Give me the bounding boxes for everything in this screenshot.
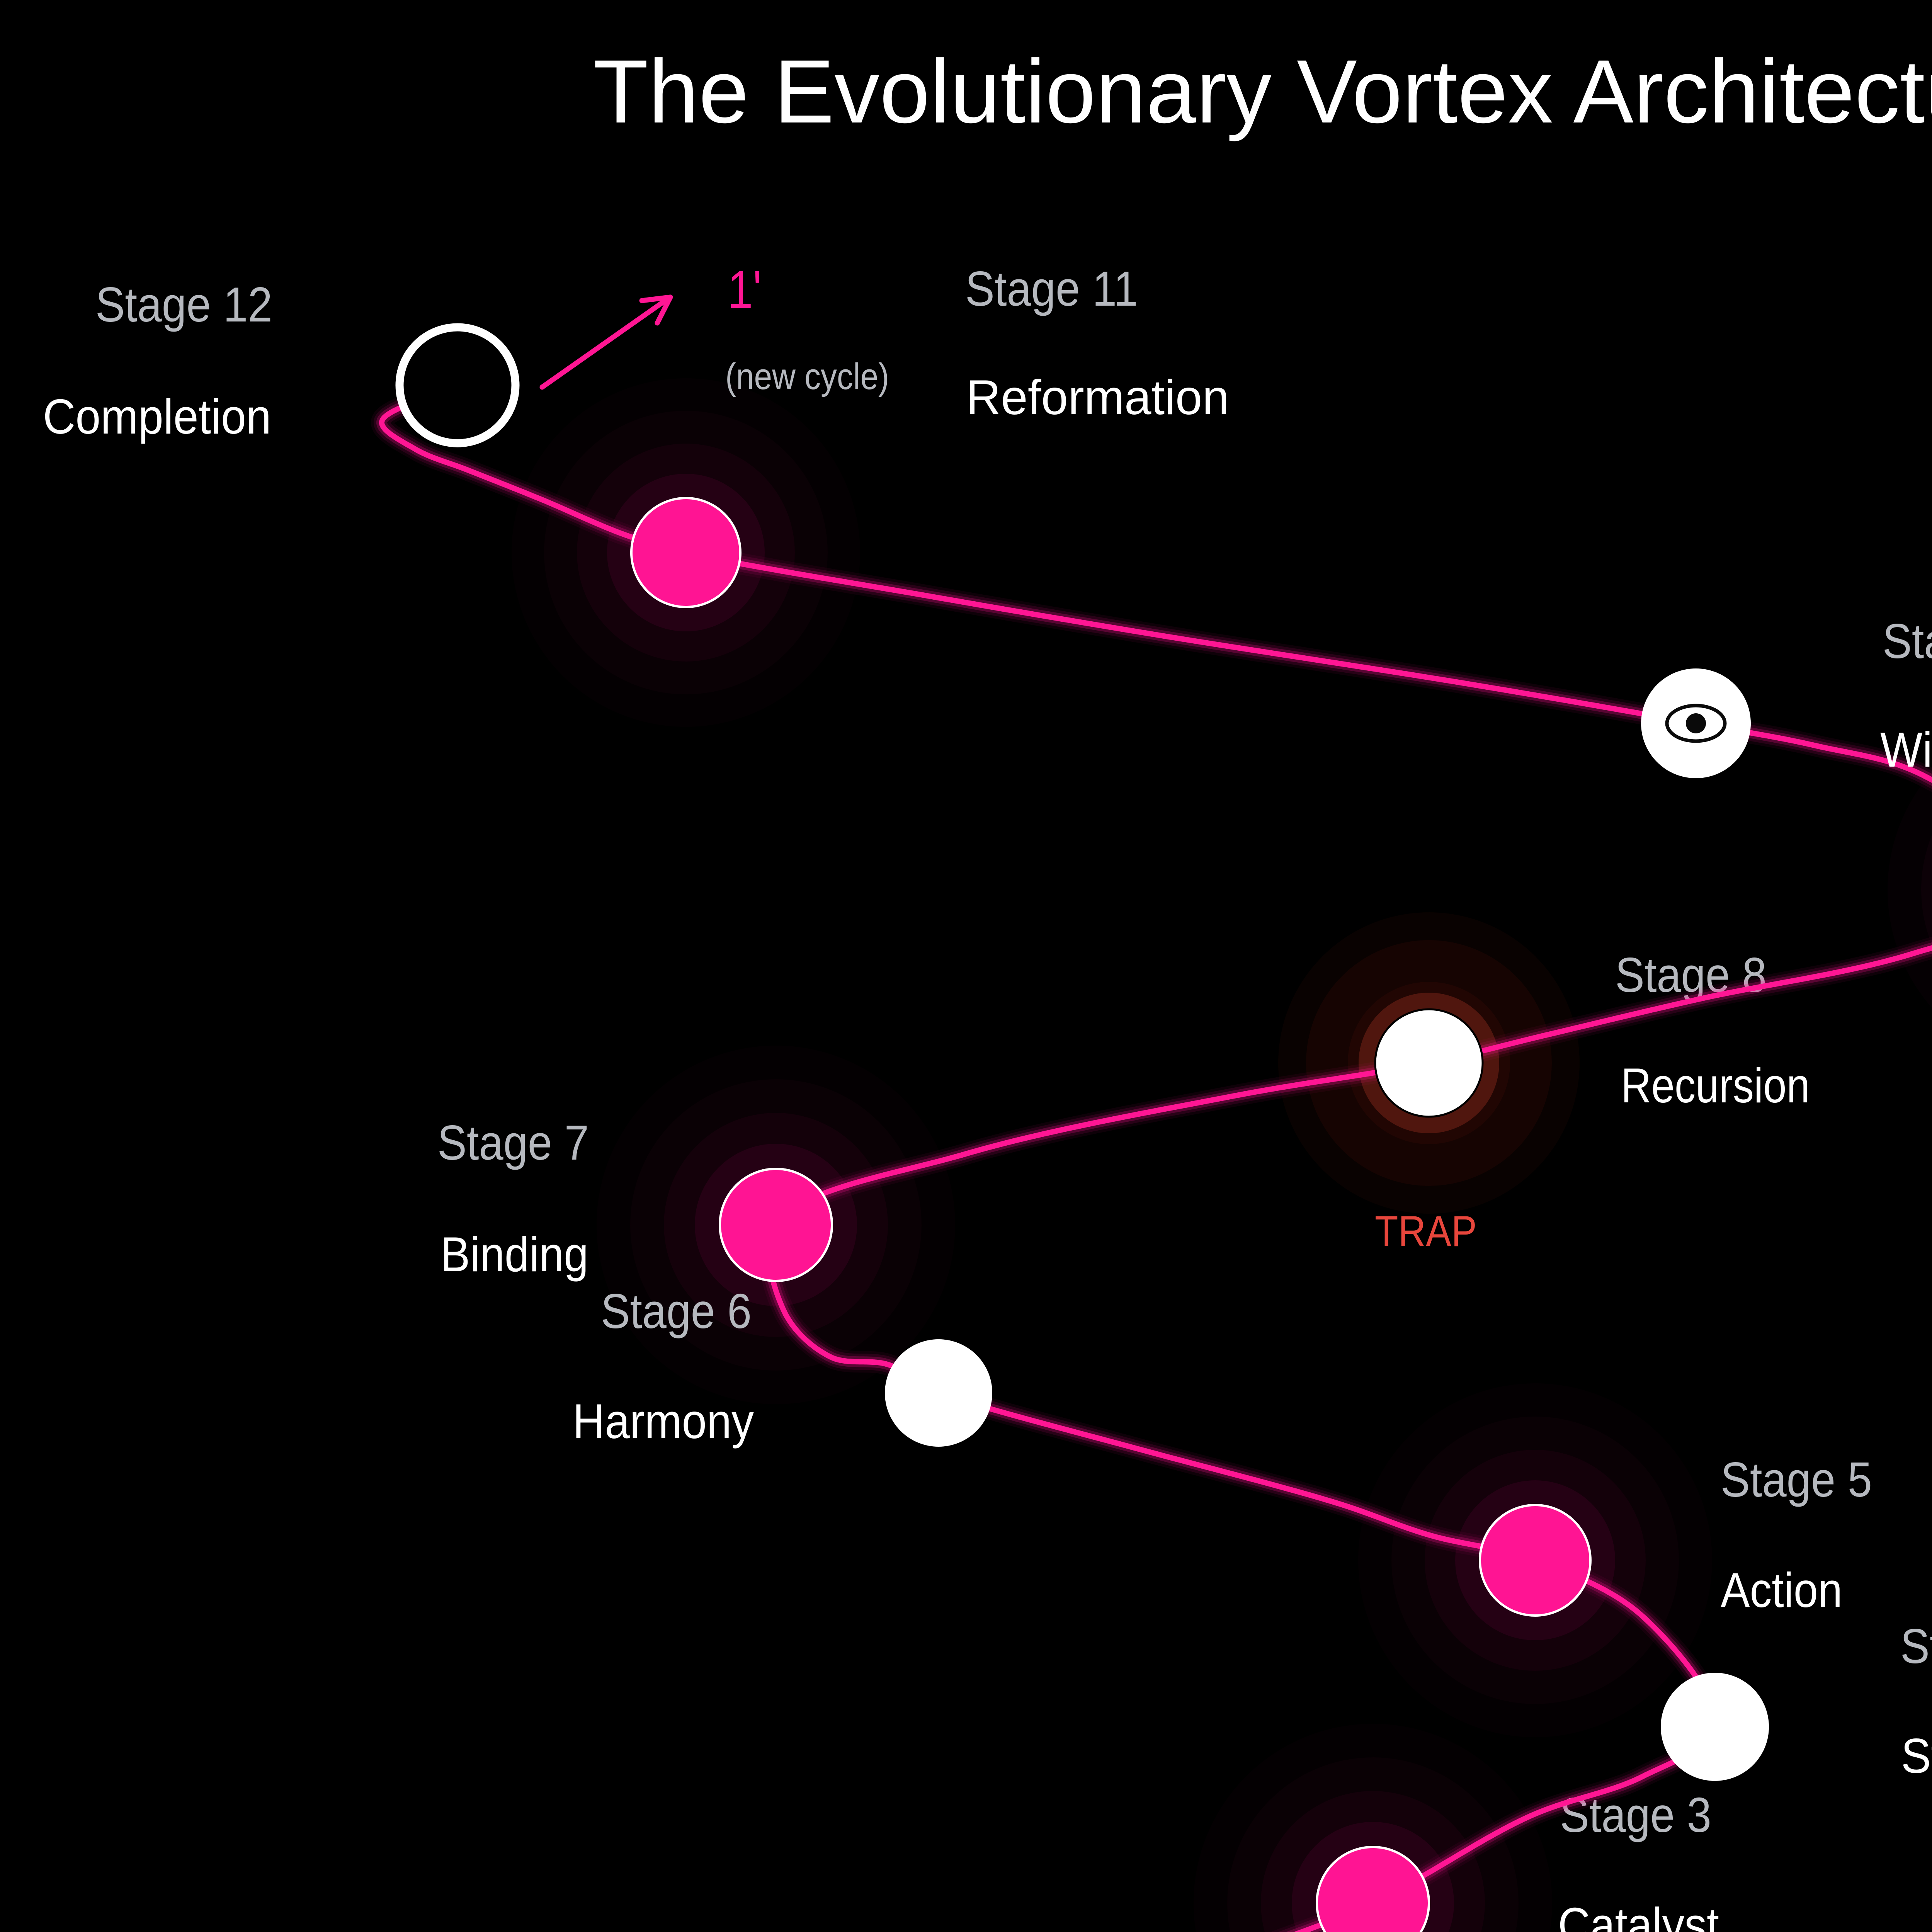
- svg-text:Stage 10: Stage 10: [1883, 614, 1932, 668]
- svg-text:Stage 12: Stage 12: [95, 277, 272, 332]
- svg-text:Stage 11: Stage 11: [965, 261, 1138, 316]
- svg-text:1': 1': [728, 260, 762, 320]
- svg-text:Stage 4: Stage 4: [1900, 1619, 1932, 1673]
- svg-text:Stage 8: Stage 8: [1615, 947, 1767, 1002]
- svg-text:Completion: Completion: [43, 389, 271, 444]
- svg-text:Stage 7: Stage 7: [437, 1115, 589, 1170]
- svg-text:Binding: Binding: [440, 1227, 588, 1282]
- svg-text:The Evolutionary Vortex Archit: The Evolutionary Vortex Architecture: [593, 41, 1932, 142]
- svg-text:Stage 5: Stage 5: [1721, 1452, 1872, 1507]
- svg-text:Structure: Structure: [1901, 1728, 1932, 1783]
- svg-text:Reformation: Reformation: [966, 370, 1229, 425]
- svg-text:Action: Action: [1721, 1563, 1842, 1617]
- svg-text:Witness: Witness: [1880, 722, 1932, 777]
- svg-text:Harmony: Harmony: [573, 1394, 754, 1449]
- svg-text:(new cycle): (new cycle): [725, 356, 889, 397]
- svg-text:Recursion: Recursion: [1621, 1058, 1810, 1113]
- svg-text:Catalyst: Catalyst: [1558, 1898, 1719, 1932]
- svg-text:Stage 6: Stage 6: [601, 1284, 752, 1338]
- svg-text:TRAP: TRAP: [1375, 1207, 1477, 1255]
